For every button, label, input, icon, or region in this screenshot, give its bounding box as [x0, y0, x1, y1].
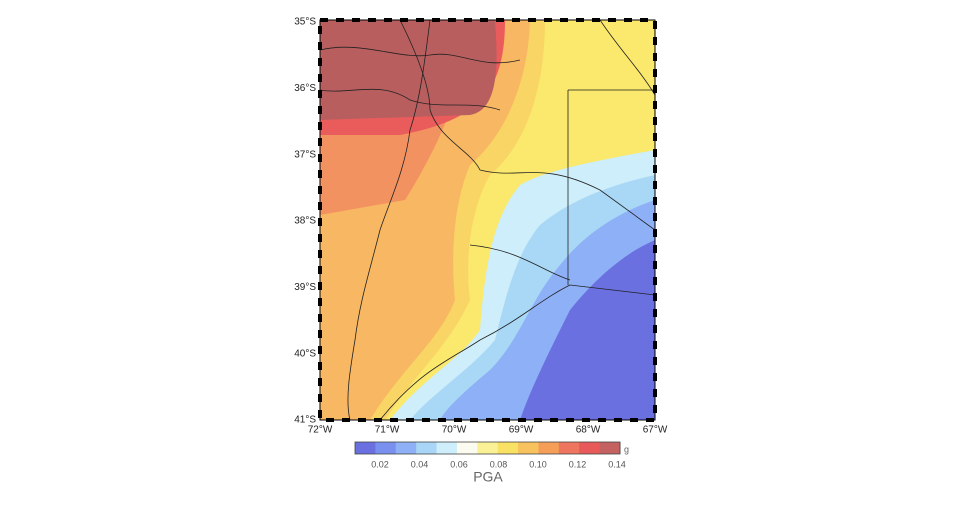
colorbar-segment [579, 442, 601, 454]
lon-label: 71°W [375, 425, 400, 436]
colorbar-tick-label: 0.14 [608, 459, 626, 469]
colorbar-segment [436, 442, 458, 454]
lon-label: 68°W [576, 425, 601, 436]
lat-labels: 35°S 36°S 37°S 38°S 39°S 40°S 41°S [294, 17, 316, 426]
lon-label: 72°W [308, 425, 333, 436]
colorbar-segment [599, 442, 621, 454]
colorbar-tick-label: 0.02 [371, 459, 389, 469]
colorbar-title: PGA [473, 469, 503, 485]
colorbar-tick-label: 0.06 [450, 459, 468, 469]
colorbar-tick-label: 0.12 [569, 459, 587, 469]
colorbar-segment [497, 442, 519, 454]
colorbar-segment [375, 442, 397, 454]
map-outline [319, 19, 656, 421]
lon-labels: 72°W 71°W 70°W 69°W 68°W 67°W [308, 425, 668, 436]
colorbar-segment [538, 442, 560, 454]
lat-label: 41°S [294, 415, 316, 426]
colorbar-segment [416, 442, 438, 454]
colorbar-segment [558, 442, 580, 454]
lat-label: 40°S [294, 348, 316, 359]
colorbar-tick-label: 0.10 [529, 459, 547, 469]
lat-label: 37°S [294, 149, 316, 160]
lat-label: 35°S [294, 17, 316, 28]
colorbar-tick-label: 0.08 [490, 459, 508, 469]
colorbar-tick-label: 0.04 [411, 459, 429, 469]
colorbar-segment [355, 442, 376, 454]
colorbar: 0.02 0.04 0.06 0.08 0.10 0.12 0.14 [354, 441, 626, 469]
colorbar-unit: g [624, 444, 629, 454]
colorbar-segment [518, 442, 539, 454]
colorbar-outline [354, 441, 621, 455]
lat-label: 38°S [294, 216, 316, 227]
lat-label: 39°S [294, 282, 316, 293]
colorbar-segment [477, 442, 499, 454]
lon-label: 67°W [643, 425, 668, 436]
colorbar-segment [395, 442, 417, 454]
lon-label: 70°W [442, 425, 467, 436]
lon-label: 69°W [509, 425, 534, 436]
pga-map [320, 20, 655, 420]
colorbar-segment [456, 442, 478, 454]
lat-label: 36°S [294, 83, 316, 94]
